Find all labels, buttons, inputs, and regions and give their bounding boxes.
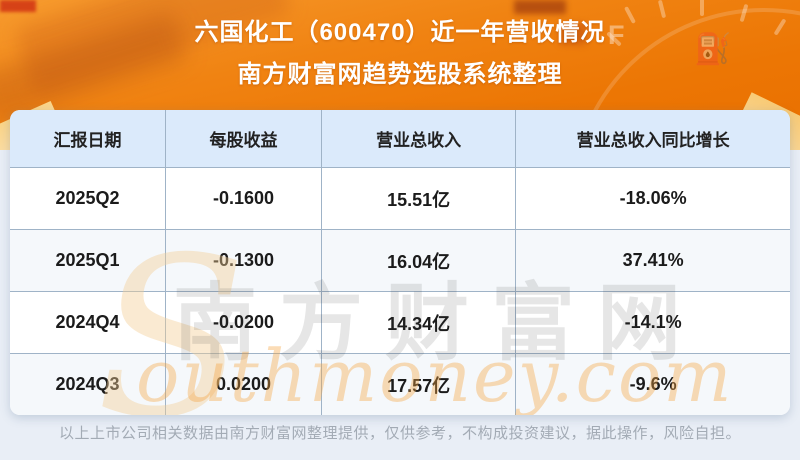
eps-cell: -0.1600 [166,168,322,229]
fuel-gauge-tick [700,0,704,16]
report-date-cell: 2025Q2 [10,168,166,229]
total-revenue-cell: 14.34亿 [322,292,517,353]
disclaimer-text: 以上上市公司相关数据由南方财富网整理提供，仅供参考，不构成投资建议，据此操作，风… [58,425,741,442]
column-header-total-revenue: 营业总收入 [322,110,517,167]
column-header-eps: 每股收益 [166,110,322,167]
column-header-revenue-yoy: 营业总收入同比增长 [576,131,730,150]
revenue-yoy-cell: 37.41% [622,250,684,270]
revenue-yoy-cell: -9.6% [629,374,677,394]
report-date-cell: 2024Q3 [10,354,166,415]
column-header-report-date: 汇报日期 [10,110,166,167]
background-red-accent [0,0,36,12]
total-revenue-cell: 16.04亿 [322,230,517,291]
fuel-pump-icon: ⛽ [694,33,732,66]
table-row: 2024Q3 0.0200 17.57亿 -9.6% [10,353,790,415]
revenue-yoy-cell: -18.06% [619,188,687,208]
table-row: 2025Q2 -0.1600 15.51亿 -18.06% [10,167,790,229]
eps-cell: 0.0200 [166,354,322,415]
title-block: 六国化工（600470）近一年营收情况 南方财富网趋势选股系统整理 [0,12,800,96]
table-header-row: 汇报日期 每股收益 营业总收入 营业总收入同比增长 [10,110,790,167]
page-subtitle: 南方财富网趋势选股系统整理 [237,61,563,88]
page-title: 六国化工（600470）近一年营收情况 [194,19,606,46]
background-red-accent [560,24,586,44]
report-date-cell: 2025Q1 [10,230,166,291]
total-revenue-cell: 17.57亿 [322,354,517,415]
report-date-cell: 2024Q4 [10,292,166,353]
eps-cell: -0.1300 [166,230,322,291]
fuel-gauge-f-label: F [608,20,625,50]
total-revenue-cell: 15.51亿 [322,168,517,229]
table-row: 2025Q1 -0.1300 16.04亿 37.41% [10,229,790,291]
revenue-yoy-cell: -14.1% [624,312,682,332]
table-row: 2024Q4 -0.0200 14.34亿 -14.1% [10,291,790,353]
revenue-table: 汇报日期 每股收益 营业总收入 营业总收入同比增长 2025Q2 -0.1600… [10,110,790,415]
eps-cell: -0.0200 [166,292,322,353]
background-red-accent [514,0,566,14]
